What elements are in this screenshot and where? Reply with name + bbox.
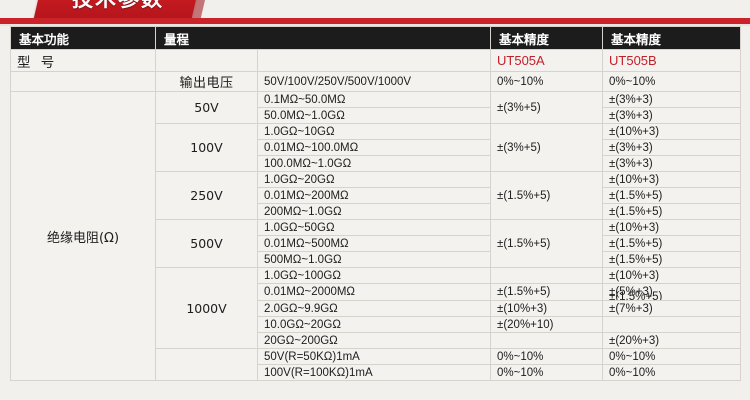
cell-accuracy-b-primary: ±(5%+3) [609, 286, 653, 298]
cell-range-label: 100V [155, 123, 258, 172]
header-function: 基本功能 [10, 26, 156, 50]
table-row: 100V 1.0GΩ~10GΩ ±(3%+5) ±(10%+3) [11, 123, 742, 172]
cell-accuracy-b: ±(1.5%+5) [602, 187, 742, 204]
table-row: 输出电压 50V/100V/250V/500V/1000V 0%~10% 0%~… [10, 71, 742, 92]
cell-range-value: 1.0GΩ~10GΩ [256, 123, 492, 140]
table-row: 0.01MΩ~100.0MΩ ±(3%+3) [11, 139, 742, 156]
table-row: 0.01MΩ~200MΩ ±(1.5%+5) [11, 187, 742, 204]
cell-accuracy-b: 0%~10% [602, 348, 742, 365]
cell-range-value: 100.0MΩ~1.0GΩ [256, 155, 492, 172]
cell-range-value: 50.0MΩ~1.0GΩ [256, 107, 492, 124]
table-row: 200MΩ~1.0GΩ ±(1.5%+5) [11, 203, 742, 220]
cell-accuracy-a: ±(1.5%+5) [490, 171, 604, 220]
cell-function-blank [10, 71, 156, 92]
cell-range-label: 输出电压 [155, 71, 258, 92]
table-row: 0.01MΩ~2000MΩ ±(1.5%+5) ±(5%+3) ±(1.5%+5… [11, 283, 742, 301]
cell-range-value: 2.0GΩ~9.9GΩ [256, 300, 492, 317]
cell-range-label: 1000V [155, 267, 258, 349]
table-row: 绝缘电阻(Ω) 50V 0.1MΩ~50.0MΩ ±(3%+5) ±(3%+3) [10, 91, 742, 381]
cell-accuracy-a [490, 332, 604, 349]
cell-accuracy-b: ±(7%+3) [602, 300, 742, 317]
table-row: 0.01MΩ~500MΩ ±(1.5%+5) [11, 235, 742, 252]
table-header-row: 基本功能 量程 基本精度 基本精度 [10, 26, 742, 50]
cell-accuracy-a: 0%~10% [490, 364, 604, 381]
cell-model-range-value [256, 49, 492, 72]
cell-accuracy-b: ±(20%+3) [602, 332, 742, 349]
cell-accuracy-a [490, 267, 604, 284]
cell-accuracy-b: 0%~10% [602, 71, 742, 92]
cell-accuracy-a: ±(3%+5) [490, 123, 604, 172]
cell-accuracy-b: ±(1.5%+5) [602, 203, 742, 220]
cell-model-a: UT505A [490, 49, 604, 72]
cell-range-value: 0.01MΩ~500MΩ [256, 235, 492, 252]
cell-accuracy-b: ±(3%+3) [602, 91, 742, 108]
table-row-model: 型 号 UT505A UT505B [10, 49, 742, 72]
cell-range-value: 0.01MΩ~200MΩ [256, 187, 492, 204]
cell-range-value: 0.1MΩ~50.0MΩ [256, 91, 492, 108]
cell-accuracy-b-overlay: ±(1.5%+5) [609, 291, 663, 301]
cell-accuracy-b: ±(3%+3) [602, 155, 742, 172]
cell-accuracy-b [602, 316, 742, 333]
cell-range-label: 500V [155, 219, 258, 268]
cell-range-label: 50V [155, 91, 258, 124]
cell-range-value: 10.0GΩ~20GΩ [256, 316, 492, 333]
cell-range-label [155, 348, 258, 381]
banner-accent-rule [0, 18, 750, 25]
cell-accuracy-b: ±(10%+3) [602, 171, 742, 188]
cell-range-value: 500MΩ~1.0GΩ [256, 251, 492, 268]
cell-accuracy-b: ±(10%+3) [602, 123, 742, 140]
section-banner: 技术参数 [0, 0, 750, 26]
cell-accuracy-a: ±(1.5%+5) [490, 283, 604, 301]
cell-range-value: 0.01MΩ~100.0MΩ [256, 139, 492, 156]
cell-accuracy-b: ±(3%+3) [602, 107, 742, 124]
table-row: 1000V 1.0GΩ~100GΩ ±(10%+3) [11, 267, 742, 349]
cell-range-value: 1.0GΩ~20GΩ [256, 171, 492, 188]
table-row: 50.0MΩ~1.0GΩ ±(3%+3) [11, 107, 742, 124]
table-row: 500V 1.0GΩ~50GΩ ±(1.5%+5) ±(10%+3) [11, 219, 742, 268]
cell-accuracy-a: ±(10%+3) [490, 300, 604, 317]
cell-range-value: 20GΩ~200GΩ [256, 332, 492, 349]
cell-range-value: 0.01MΩ~2000MΩ [256, 283, 492, 301]
cell-accuracy-b-overlapped: ±(5%+3) ±(1.5%+5) [602, 283, 742, 301]
cell-model-label: 型 号 [10, 49, 156, 72]
cell-range-value: 200MΩ~1.0GΩ [256, 203, 492, 220]
table-row: 20GΩ~200GΩ ±(20%+3) [11, 332, 742, 349]
banner-title: 技术参数 [52, 0, 184, 18]
cell-accuracy-a: ±(20%+10) [490, 316, 604, 333]
cell-range-value: 1.0GΩ~50GΩ [256, 219, 492, 236]
table-row: 100.0MΩ~1.0GΩ ±(3%+3) [11, 155, 742, 172]
cell-accuracy-b: ±(1.5%+5) [602, 235, 742, 252]
cell-accuracy-a: ±(1.5%+5) [490, 219, 604, 268]
banner-rule-shade [0, 24, 750, 26]
table-row: 250V 1.0GΩ~20GΩ ±(1.5%+5) ±(10%+3) [11, 171, 742, 220]
cell-accuracy-b: ±(10%+3) [602, 267, 742, 284]
cell-accuracy-b: ±(10%+3) [602, 219, 742, 236]
cell-range-value: 1.0GΩ~100GΩ [256, 267, 492, 284]
table-row: 50V(R=50KΩ)1mA 0%~10% 0%~10% [11, 348, 742, 381]
cell-accuracy-a: 0%~10% [490, 71, 604, 92]
cell-range-label: 250V [155, 171, 258, 220]
cell-function-insulation-resistance: 绝缘电阻(Ω) [10, 91, 156, 381]
cell-range-value: 50V(R=50KΩ)1mA [256, 348, 492, 365]
header-range: 量程 [154, 26, 492, 50]
table-body: 型 号 UT505A UT505B 输出电压 50V/100V/250V/500… [10, 49, 742, 381]
table-row: 100V(R=100KΩ)1mA 0%~10% 0%~10% [11, 364, 742, 381]
cell-model-b: UT505B [602, 49, 742, 72]
header-accuracy-a: 基本精度 [490, 26, 604, 50]
cell-accuracy-b: ±(1.5%+5) [602, 251, 742, 268]
specifications-table: 基本功能 量程 基本精度 基本精度 型 号 UT505A UT505B 输出电压… [10, 26, 742, 381]
cell-accuracy-b: 0%~10% [602, 364, 742, 381]
header-accuracy-b: 基本精度 [602, 26, 742, 50]
cell-accuracy-a: 0%~10% [490, 348, 604, 365]
table-row: 10.0GΩ~20GΩ ±(20%+10) [11, 316, 742, 333]
cell-range-value: 50V/100V/250V/500V/1000V [256, 71, 492, 92]
cell-accuracy-a: ±(3%+5) [490, 91, 604, 124]
cell-model-range-label [155, 49, 258, 72]
cell-range-value: 100V(R=100KΩ)1mA [256, 364, 492, 381]
cell-accuracy-b: ±(3%+3) [602, 139, 742, 156]
